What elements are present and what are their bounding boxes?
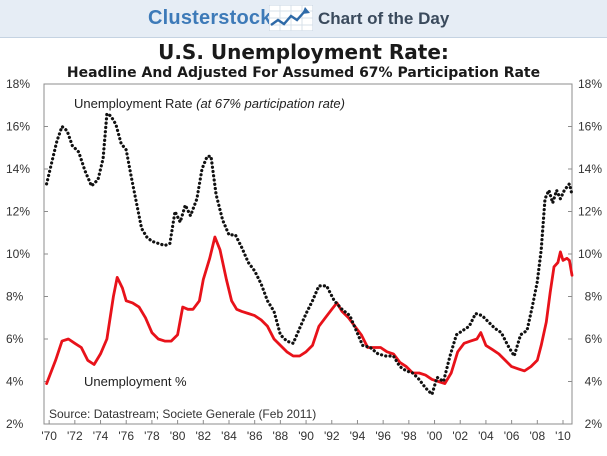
header-banner: Clusterstock Chart of the Day xyxy=(0,0,607,38)
brand-name[interactable]: Clusterstock xyxy=(148,7,272,29)
chart-title: U.S. Unemployment Rate: xyxy=(158,40,449,64)
x-tick-label: '96 xyxy=(375,429,391,443)
y-tick-label-right: 18% xyxy=(578,77,602,91)
y-tick-label-left: 14% xyxy=(6,162,30,176)
x-tick-label: '94 xyxy=(350,429,366,443)
y-tick-label-right: 2% xyxy=(585,417,603,431)
y-tick-label-right: 8% xyxy=(585,290,603,304)
x-tick-label: '82 xyxy=(195,429,211,443)
y-axis-right: 2% 4% 6% 8% 10% 12% 14% 16% 18% xyxy=(568,77,602,431)
headline-unemployment-line xyxy=(45,235,574,385)
x-tick-label: '70 xyxy=(41,429,57,443)
x-tick-label: '78 xyxy=(144,429,160,443)
y-tick-label-right: 10% xyxy=(578,247,602,261)
x-tick-label: '86 xyxy=(247,429,263,443)
x-tick-label: '04 xyxy=(478,429,494,443)
x-tick-label: '74 xyxy=(93,429,109,443)
x-tick-label: '90 xyxy=(298,429,314,443)
adjusted-series-label: Unemployment Rate (at 67% participation … xyxy=(74,96,345,111)
y-tick-label-right: 12% xyxy=(578,205,602,219)
y-tick-label-left: 16% xyxy=(6,120,30,134)
x-tick-label: '06 xyxy=(504,429,520,443)
x-tick-label: '84 xyxy=(221,429,237,443)
x-tick-label: '72 xyxy=(67,429,83,443)
y-tick-label-left: 12% xyxy=(6,205,30,219)
x-tick-label: '88 xyxy=(273,429,289,443)
headline-series-label: Unemployment % xyxy=(84,374,187,389)
plot-area-frame xyxy=(43,83,573,425)
y-tick-label-right: 16% xyxy=(578,120,602,134)
chart-subtitle: Headline And Adjusted For Assumed 67% Pa… xyxy=(66,65,541,81)
y-tick-label-left: 6% xyxy=(6,332,24,346)
x-tick-label: '80 xyxy=(170,429,186,443)
y-tick-label-right: 6% xyxy=(585,332,603,346)
x-tick-label: '98 xyxy=(401,429,417,443)
y-axis-left: 2% 4% 6% 8% 10% 12% 14% 16% 18% xyxy=(6,77,48,431)
series-layer xyxy=(45,112,574,396)
x-tick-label: '00 xyxy=(427,429,443,443)
adjusted-unemployment-line xyxy=(45,112,574,396)
x-tick-label: '10 xyxy=(555,429,571,443)
chart-of-the-day-label: Chart of the Day xyxy=(318,9,450,28)
trending-chart-icon xyxy=(269,5,313,31)
y-tick-label-left: 2% xyxy=(6,417,24,431)
y-tick-label-left: 10% xyxy=(6,247,30,261)
y-tick-label-left: 4% xyxy=(6,375,24,389)
x-axis: '70 '72 '74 '76 '78 '80 '82 '84 '86 '88 '90 '92 '94 '… xyxy=(41,420,571,443)
x-tick-label: '76 xyxy=(118,429,134,443)
x-tick-label: '08 xyxy=(529,429,545,443)
x-tick-label: '02 xyxy=(452,429,468,443)
source-note: Source: Datastream; Societe Generale (Fe… xyxy=(49,407,316,421)
y-tick-label-right: 4% xyxy=(585,375,603,389)
x-tick-label: '92 xyxy=(324,429,340,443)
y-tick-label-left: 18% xyxy=(6,77,30,91)
y-tick-label-right: 14% xyxy=(578,162,602,176)
y-tick-label-left: 8% xyxy=(6,290,24,304)
